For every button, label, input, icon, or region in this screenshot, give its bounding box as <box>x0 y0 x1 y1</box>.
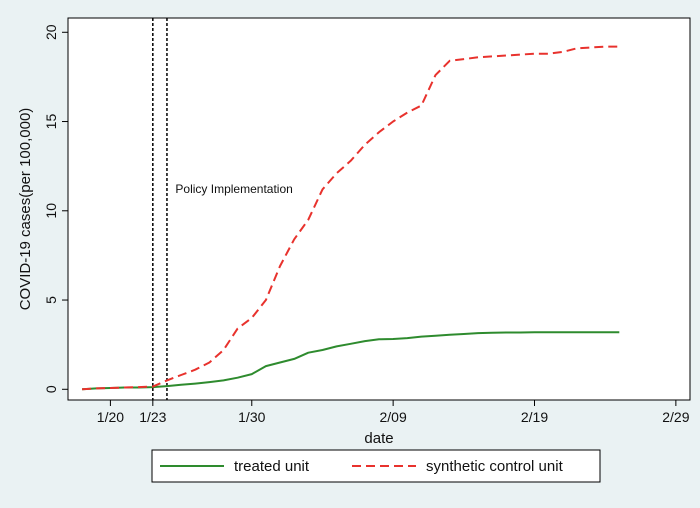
y-tick-label-4: 20 <box>43 24 59 40</box>
y-axis: 0 5 10 15 20 <box>43 24 68 393</box>
y-axis-title: COVID-19 cases(per 100,000) <box>17 108 34 311</box>
y-tick-label-2: 10 <box>43 203 59 219</box>
x-tick-label-1: 1/23 <box>139 409 166 425</box>
y-tick-label-1: 5 <box>43 296 59 304</box>
legend-label-synthetic: synthetic control unit <box>426 458 564 475</box>
series-line-1 <box>82 45 620 391</box>
legend: treated unit synthetic control unit <box>151 449 601 483</box>
x-axis-title: date <box>364 430 393 447</box>
series-group <box>82 45 620 391</box>
reference-lines <box>152 18 168 400</box>
x-tick-label-4: 2/19 <box>521 409 548 425</box>
plot-area <box>67 17 691 401</box>
policy-annotation: Policy Implementation <box>175 182 292 196</box>
x-tick-label-3: 2/09 <box>380 409 407 425</box>
x-tick-label-2: 1/30 <box>238 409 265 425</box>
y-tick-label-0: 0 <box>43 385 59 393</box>
series-line-0 <box>82 331 620 391</box>
x-tick-label-5: 2/29 <box>662 409 689 425</box>
legend-box <box>151 449 601 483</box>
x-axis: 1/20 1/23 1/30 2/09 2/19 2/29 <box>97 400 690 425</box>
y-tick-label-3: 15 <box>43 114 59 130</box>
x-tick-label-0: 1/20 <box>97 409 124 425</box>
legend-label-treated: treated unit <box>234 458 310 475</box>
